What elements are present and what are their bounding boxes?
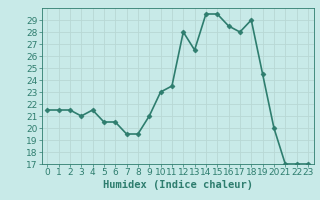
X-axis label: Humidex (Indice chaleur): Humidex (Indice chaleur): [103, 180, 252, 190]
